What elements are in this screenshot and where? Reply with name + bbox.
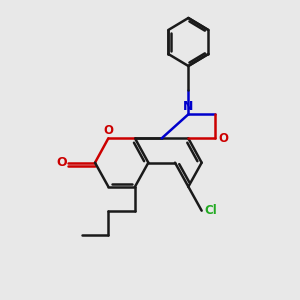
Text: O: O [218,132,228,145]
Text: O: O [103,124,113,137]
Text: Cl: Cl [204,204,217,217]
Text: O: O [56,156,67,169]
Text: N: N [183,100,194,113]
